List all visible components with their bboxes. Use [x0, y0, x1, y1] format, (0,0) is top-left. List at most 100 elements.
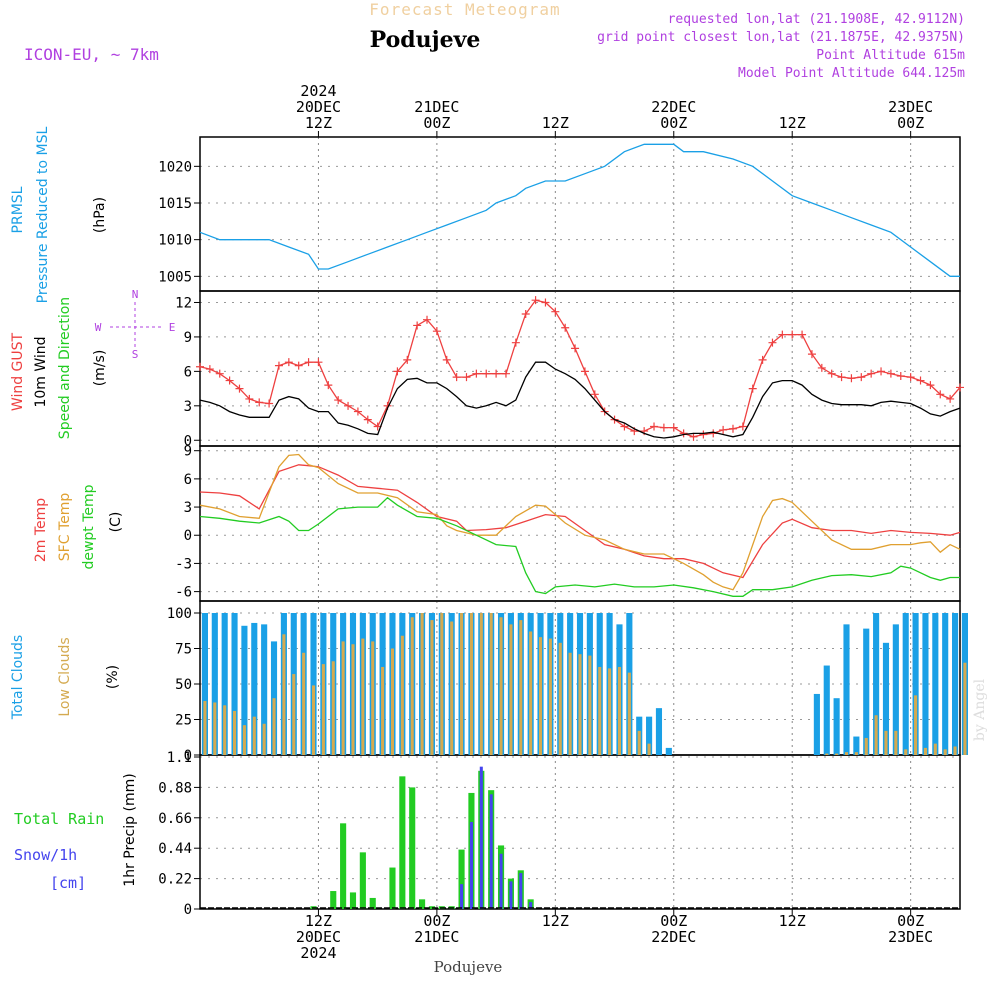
low-cloud-bar	[233, 710, 237, 755]
low-cloud-bar	[874, 715, 878, 755]
total-cloud-bar	[932, 613, 939, 755]
time-label-top: 22DEC	[651, 98, 696, 116]
low-cloud-bar	[894, 730, 898, 755]
low-cloud-bar	[469, 613, 473, 755]
cloud-side-labels: Total Clouds Low Clouds (%)	[10, 635, 121, 720]
rain-bar	[409, 787, 416, 909]
gust-marker	[916, 376, 925, 385]
plot-area: 1005101010151020036912-6-303690255075100…	[158, 82, 968, 962]
low-cloud-bar	[351, 644, 355, 755]
cloud-label-low: Low Clouds	[57, 637, 73, 716]
precip-label-cm: [cm]	[50, 874, 86, 892]
credit-watermark: by Angel	[972, 678, 988, 741]
precip-label-rain: Total Rain	[14, 810, 104, 828]
wind10m-line	[199, 361, 961, 439]
low-cloud-bar	[844, 752, 849, 755]
info-gridpoint: grid point closest lon,lat (21.1875E, 42…	[597, 30, 965, 45]
pressure-label-reduced: Pressure Reduced to MSL	[35, 126, 51, 303]
gust-marker	[521, 309, 530, 318]
low-cloud-bar	[647, 743, 651, 755]
wind-label-gust: Wind GUST	[10, 332, 26, 411]
gust-marker	[590, 390, 599, 399]
wind-side-labels: Wind GUST 10m Wind Speed and Direction (…	[10, 288, 175, 439]
precip-ytick-label: 0.66	[158, 811, 192, 827]
gust-marker	[936, 390, 945, 399]
time-label-top: 20DEC	[296, 98, 341, 116]
gust-marker	[274, 361, 283, 370]
rain-bar	[389, 867, 396, 909]
precip-unit: 1hr Precip (mm)	[122, 773, 138, 886]
clouds-ytick-label: 100	[167, 606, 192, 622]
low-cloud-bar	[242, 725, 246, 755]
gust-marker	[817, 363, 826, 372]
gust-marker	[798, 330, 807, 339]
time-label-top: 00Z	[423, 114, 450, 132]
temp-label-dewpt: dewpt Temp	[81, 484, 97, 569]
total-cloud-bar	[646, 716, 653, 755]
compass-rose: N S E W	[95, 288, 176, 361]
gust-marker	[413, 321, 422, 330]
cloud-unit: (%)	[105, 665, 121, 689]
gust-marker	[719, 425, 728, 434]
low-cloud-bar	[637, 730, 641, 755]
rain-bar	[349, 892, 357, 909]
time-label-bottom: 20DEC	[296, 928, 341, 946]
low-cloud-bar	[223, 705, 227, 755]
rain-bar	[340, 823, 347, 909]
time-label-bottom: 00Z	[660, 912, 687, 930]
clouds-ytick-label: 25	[175, 713, 192, 729]
temp-ytick-label: 9	[184, 444, 192, 460]
low-cloud-bar	[252, 716, 256, 755]
gust-marker	[304, 358, 313, 367]
gust-marker	[946, 394, 955, 403]
total-cloud-bar	[813, 693, 820, 755]
low-cloud-bar	[262, 723, 266, 755]
time-label-top: 00Z	[897, 114, 924, 132]
total-cloud-bar	[251, 622, 258, 755]
time-label-top: 12Z	[305, 114, 332, 132]
gust-marker	[896, 371, 905, 380]
gust-marker	[363, 415, 372, 424]
pressure-ytick-label: 1005	[158, 269, 192, 285]
rain-bar	[369, 897, 376, 909]
gust-marker	[403, 355, 412, 364]
rain-bar	[330, 891, 337, 909]
wind-ytick-label: 6	[184, 364, 192, 380]
clouds-ytick-label: 0	[184, 748, 192, 764]
precip-ytick-label: 1.1	[167, 750, 192, 766]
total-cloud-bar	[942, 613, 949, 755]
low-cloud-bar	[450, 621, 454, 755]
gust-marker	[669, 423, 678, 432]
wind-frame	[199, 290, 961, 447]
gust-marker	[778, 330, 787, 339]
total-cloud-bar	[853, 736, 860, 755]
gust-marker	[847, 374, 856, 383]
gust-marker	[511, 338, 520, 347]
low-cloud-bar	[400, 635, 404, 755]
sfc-temp-line	[199, 453, 961, 591]
gust-marker	[294, 361, 303, 370]
gust-marker	[827, 369, 836, 378]
total-cloud-bar	[310, 613, 317, 755]
wind-ytick-label: 3	[184, 399, 192, 415]
low-cloud-bar	[588, 655, 592, 755]
low-cloud-bar	[627, 672, 631, 755]
location-title: Podujeve	[370, 27, 481, 53]
precip-side-labels: Total Rain Snow/1h [cm] 1hr Precip (mm)	[14, 773, 138, 892]
low-cloud-bar	[479, 613, 483, 755]
wind-unit: (m/s)	[92, 350, 108, 387]
low-cloud-bar	[953, 746, 957, 755]
low-cloud-bar	[558, 642, 562, 755]
low-cloud-bar	[203, 701, 207, 755]
total-cloud-bar	[843, 624, 850, 755]
low-cloud-bar	[410, 617, 414, 755]
gust-marker	[501, 369, 510, 378]
gust-marker	[926, 381, 935, 390]
gust-line	[199, 299, 961, 438]
rain-bar	[399, 776, 406, 909]
low-cloud-bar	[548, 638, 552, 755]
low-cloud-bar	[420, 613, 424, 755]
gust-marker	[442, 355, 451, 364]
pressure-ytick-label: 1015	[158, 196, 192, 212]
snow-bar	[519, 873, 523, 909]
